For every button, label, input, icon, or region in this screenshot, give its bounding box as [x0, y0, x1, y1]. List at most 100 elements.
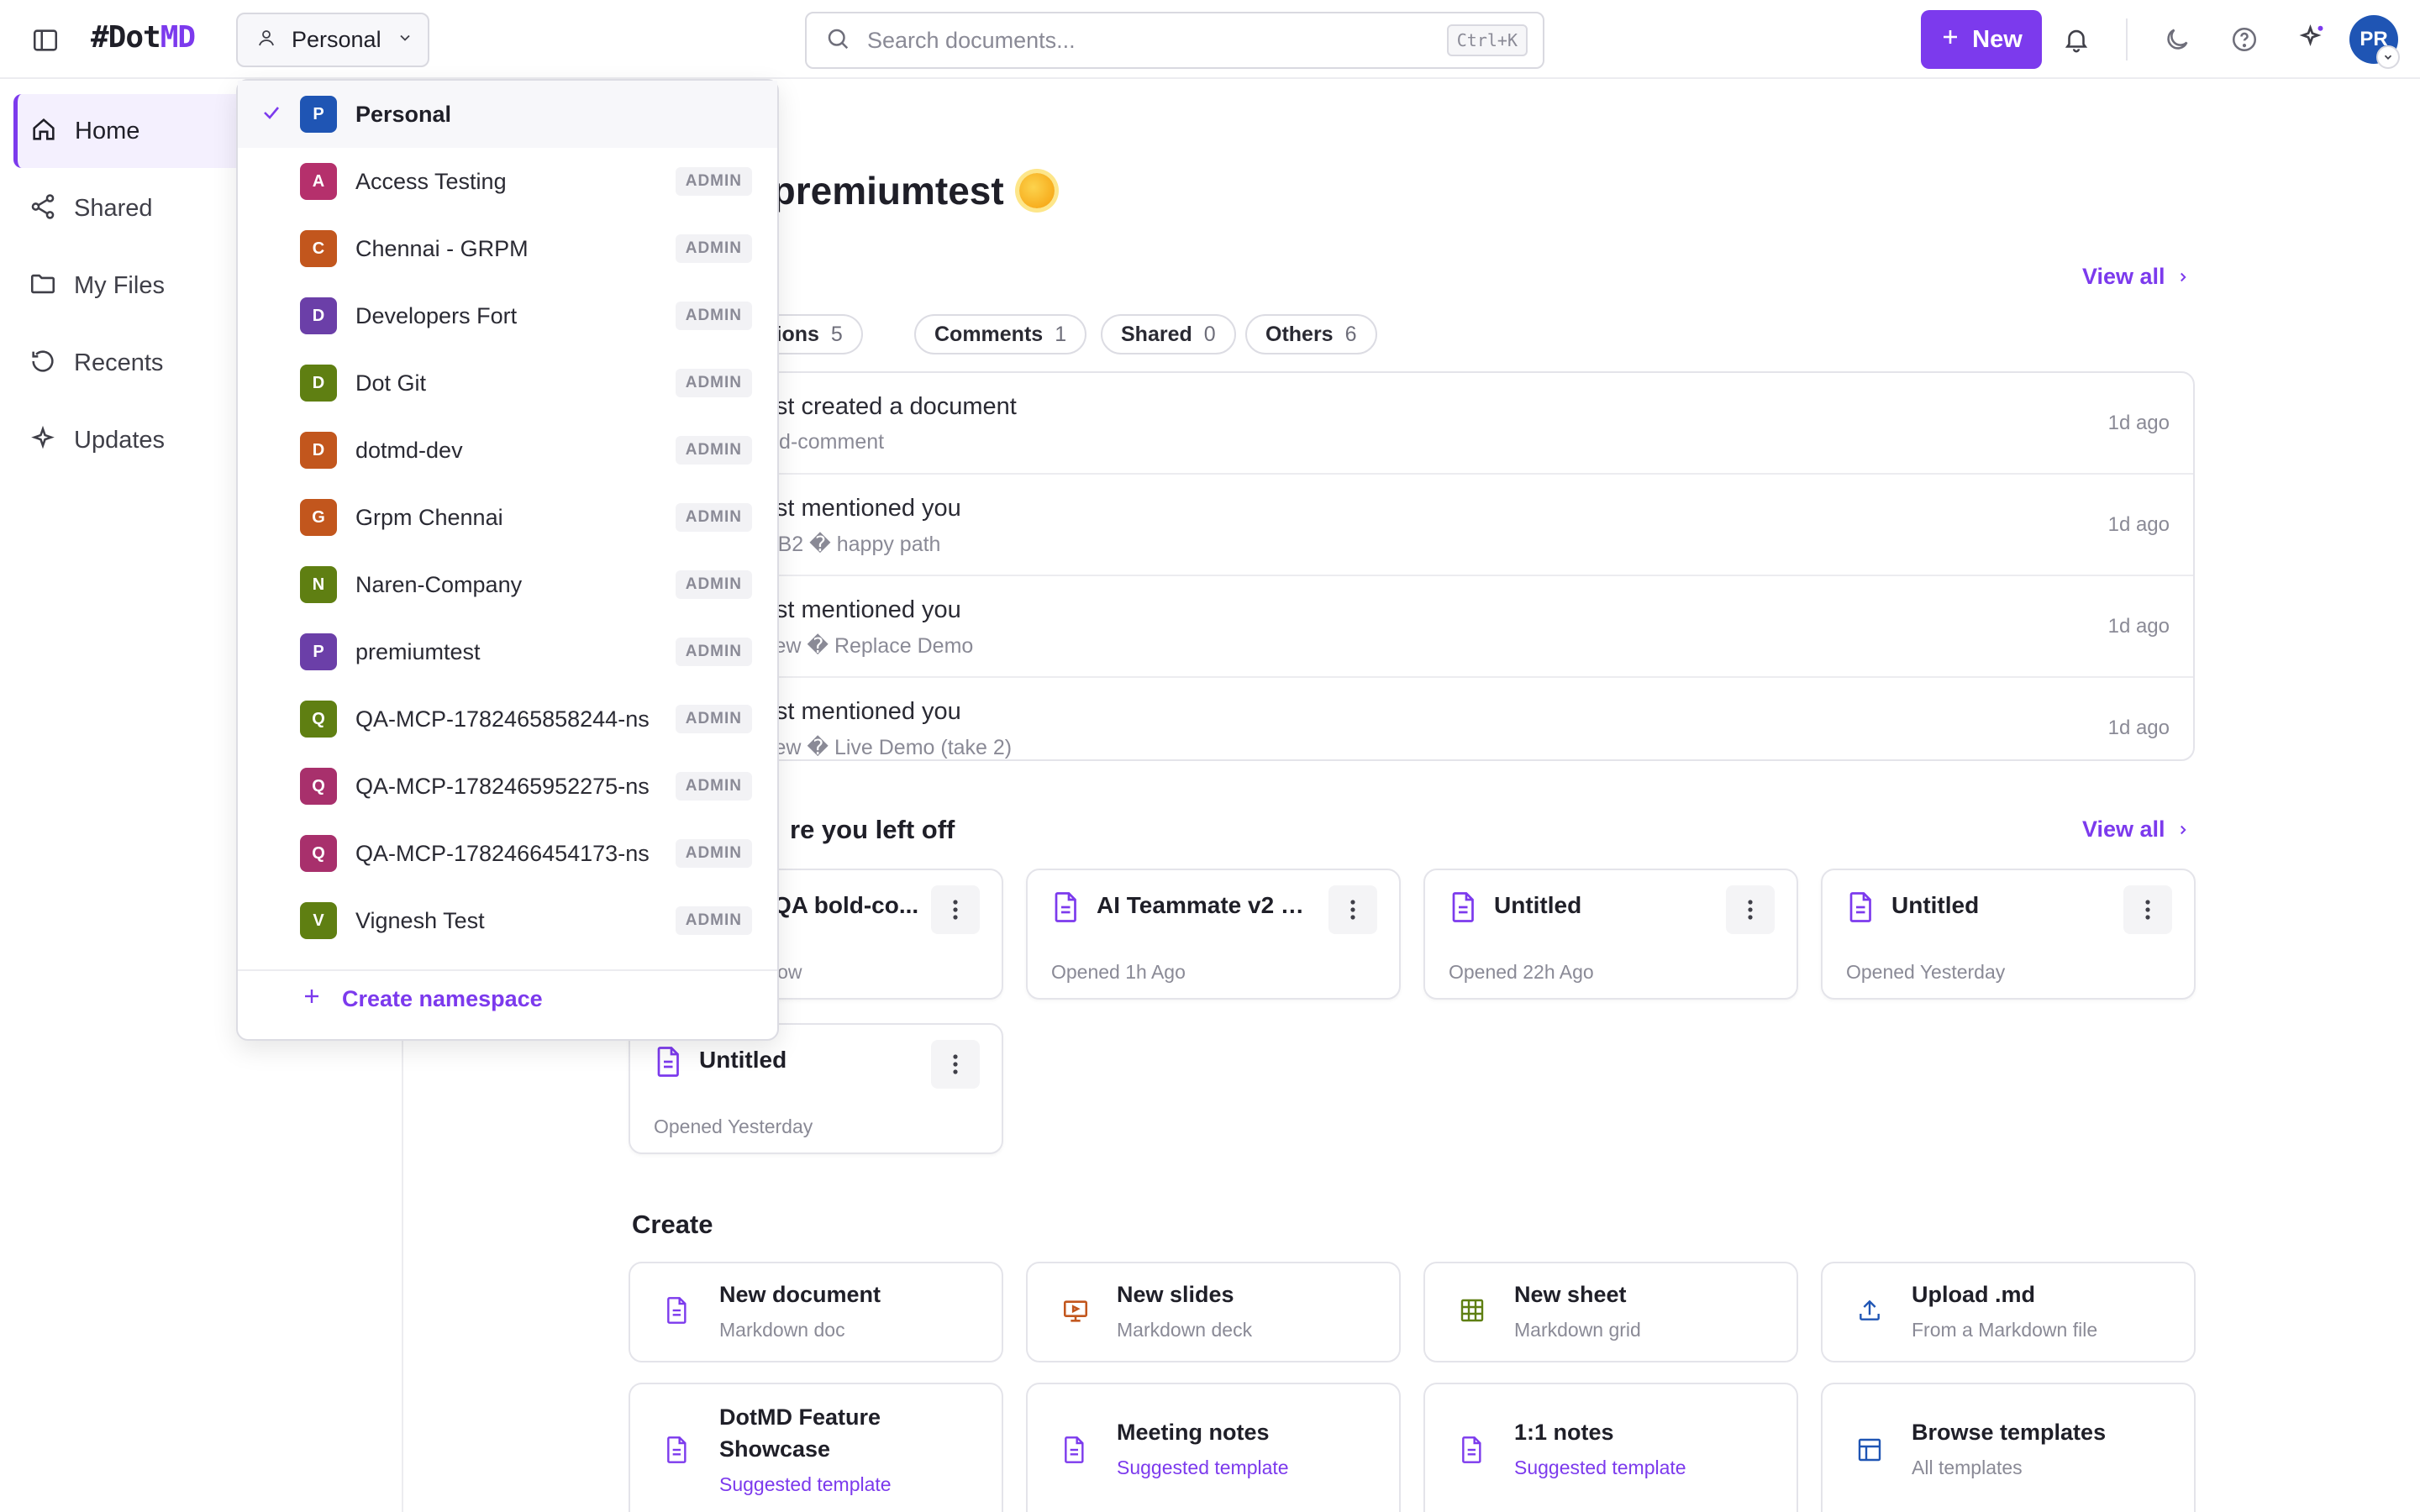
namespace-label: Personal	[292, 27, 381, 52]
help-icon[interactable]	[2227, 22, 2262, 57]
sidebar-item-recents[interactable]: Recents	[13, 326, 383, 400]
namespace-option[interactable]: P Personal	[238, 81, 777, 148]
upload-icon	[1856, 1297, 1883, 1328]
template-meeting-notes[interactable]: Meeting notes Suggested template	[1026, 1383, 1401, 1512]
sun-icon	[1018, 173, 1055, 208]
new-button[interactable]: New	[1921, 10, 2042, 69]
activity-row[interactable]: iumtest mentioned you s Review � Live De…	[632, 678, 2193, 759]
more-options-icon[interactable]	[931, 885, 980, 934]
recent-doc-card[interactable]: AI Teammate v2 —... Opened 1h Ago	[1026, 869, 1401, 1000]
template-one-on-one-notes[interactable]: 1:1 notes Suggested template	[1423, 1383, 1798, 1512]
ai-sparkle-icon[interactable]	[2292, 18, 2331, 57]
grid-icon	[1459, 1297, 1486, 1328]
namespace-option[interactable]: P premiumtest ADMIN	[238, 618, 777, 685]
sidebar-item-my-files[interactable]: My Files	[13, 249, 383, 323]
recent-doc-card[interactable]: Untitled Opened 22h Ago	[1423, 869, 1798, 1000]
create-new-document-button[interactable]: New document Markdown doc	[629, 1262, 1003, 1362]
toolbar-divider	[2126, 18, 2128, 60]
activity-row[interactable]: iumtest mentioned you s Review � Replace…	[632, 576, 2193, 678]
sidebar-toggle-icon[interactable]	[29, 24, 62, 57]
new-button-label: New	[1972, 25, 2023, 53]
more-options-icon[interactable]	[2123, 885, 2172, 934]
avatar-chevron-icon[interactable]	[2376, 45, 2400, 69]
card-subtitle: Opened 22h Ago	[1449, 961, 1594, 983]
namespace-badge: P	[300, 96, 337, 133]
create-namespace-button[interactable]: Create namespace	[302, 986, 543, 1012]
namespace-option[interactable]: C Chennai - GRPM ADMIN	[238, 215, 777, 282]
sidebar-item-shared[interactable]: Shared	[13, 171, 383, 245]
document-icon	[654, 1045, 684, 1083]
moon-icon[interactable]	[2160, 22, 2195, 57]
bell-icon[interactable]	[2059, 22, 2094, 57]
create-title: New sheet	[1514, 1282, 1627, 1307]
activity-row[interactable]: iumtest created a document QA bold-comme…	[632, 373, 2193, 475]
namespace-option[interactable]: Q QA-MCP-1782465952275-ns ADMIN	[238, 753, 777, 820]
filter-others[interactable]: Others 6	[1245, 314, 1377, 354]
filter-shared[interactable]: Shared 0	[1101, 314, 1236, 354]
namespace-badge: C	[300, 230, 337, 267]
recent-doc-card[interactable]: Untitled Opened Yesterday	[1821, 869, 2196, 1000]
document-icon	[664, 1295, 691, 1330]
namespace-option[interactable]: D dotmd-dev ADMIN	[238, 417, 777, 484]
plus-icon	[1940, 26, 1960, 54]
activity-row[interactable]: iumtest mentioned you Demo B2 � happy pa…	[632, 475, 2193, 576]
namespace-name: Vignesh Test	[355, 907, 485, 933]
namespace-name: QA-MCP-1782465858244-ns	[355, 706, 650, 732]
namespace-option[interactable]: A Access Testing ADMIN	[238, 148, 777, 215]
activity-time: 1d ago	[2107, 513, 2170, 536]
home-icon	[29, 115, 58, 148]
more-options-icon[interactable]	[931, 1040, 980, 1089]
namespace-option[interactable]: G Grpm Chennai ADMIN	[238, 484, 777, 551]
create-title: Meeting notes	[1117, 1420, 1270, 1445]
document-icon	[1449, 890, 1479, 928]
recent-section-title: re you left off	[790, 815, 955, 844]
card-subtitle: Opened Yesterday	[654, 1116, 813, 1137]
namespace-name: Dot Git	[355, 370, 427, 396]
create-subtitle: From a Markdown file	[1912, 1319, 2098, 1341]
namespace-option[interactable]: D Dot Git ADMIN	[238, 349, 777, 417]
filter-comments[interactable]: Comments 1	[914, 314, 1087, 354]
card-title: Untitled	[1891, 892, 1980, 918]
namespace-badge: D	[300, 432, 337, 469]
recent-doc-card[interactable]: Untitled Opened Yesterday	[629, 1023, 1003, 1154]
create-subtitle: Markdown deck	[1117, 1319, 1253, 1341]
create-new-sheet-button[interactable]: New sheet Markdown grid	[1423, 1262, 1798, 1362]
namespace-switcher-button[interactable]: Personal	[236, 13, 429, 67]
namespace-option[interactable]: N Naren-Company ADMIN	[238, 551, 777, 618]
filter-label: Comments	[934, 322, 1044, 346]
activity-time: 1d ago	[2107, 615, 2170, 638]
upload-md-button[interactable]: Upload .md From a Markdown file	[1821, 1262, 2196, 1362]
chevron-right-icon	[2180, 272, 2186, 281]
namespace-option[interactable]: V Vignesh Test ADMIN	[238, 887, 777, 954]
search-input[interactable]: Search documents...	[867, 27, 1076, 53]
namespace-option[interactable]: D Developers Fort ADMIN	[238, 282, 777, 349]
create-subtitle: Markdown grid	[1514, 1319, 1641, 1341]
search-bar[interactable]: Search documents... Ctrl+K	[805, 12, 1544, 69]
namespace-dropdown: P Personal A Access Testing ADMIN C Chen…	[236, 79, 779, 1041]
filter-count: 6	[1344, 322, 1357, 346]
folder-icon	[29, 270, 57, 302]
document-icon	[1051, 890, 1081, 928]
card-title: AI Teammate v2 —...	[1097, 892, 1323, 918]
sparkle-icon	[29, 424, 57, 457]
filter-count: 0	[1203, 322, 1216, 346]
namespace-name: QA-MCP-1782465952275-ns	[355, 773, 650, 799]
role-badge: ADMIN	[675, 839, 752, 868]
template-feature-showcase[interactable]: DotMD Feature Showcase Suggested templat…	[629, 1383, 1003, 1512]
namespace-badge: D	[300, 297, 337, 334]
sidebar-item-updates[interactable]: Updates	[13, 403, 383, 477]
create-new-slides-button[interactable]: New slides Markdown deck	[1026, 1262, 1401, 1362]
more-options-icon[interactable]	[1328, 885, 1377, 934]
namespace-option[interactable]: Q QA-MCP-1782465858244-ns ADMIN	[238, 685, 777, 753]
more-options-icon[interactable]	[1726, 885, 1775, 934]
browse-templates-button[interactable]: Browse templates All templates	[1821, 1383, 2196, 1512]
recent-view-all-link[interactable]: View all	[2082, 816, 2191, 843]
sidebar-item-label: Updates	[74, 426, 166, 454]
app-logo[interactable]: #DotMD	[91, 20, 196, 55]
document-icon	[1061, 1435, 1088, 1469]
activity-view-all-link[interactable]: View all	[2082, 264, 2191, 290]
card-subtitle: Opened Yesterday	[1846, 961, 2006, 983]
document-icon	[664, 1435, 691, 1469]
history-icon	[29, 347, 57, 380]
namespace-option[interactable]: Q QA-MCP-1782466454173-ns ADMIN	[238, 820, 777, 887]
